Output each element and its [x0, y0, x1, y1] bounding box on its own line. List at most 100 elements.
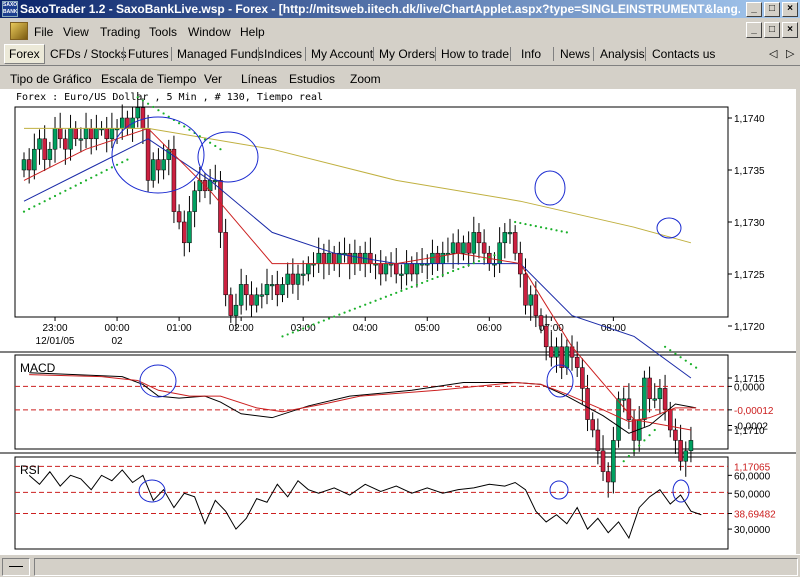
candle-body	[290, 273, 296, 285]
psar-dot	[410, 285, 413, 288]
psar-dot	[374, 299, 377, 302]
psar-dot	[338, 313, 341, 316]
chart-menu-lines[interactable]: Líneas	[241, 72, 278, 86]
candle-body	[533, 294, 539, 316]
tab-how-to-trade[interactable]: How to trade	[441, 47, 510, 61]
candle-body	[626, 398, 632, 420]
candle-body	[269, 284, 275, 287]
psar-dot	[286, 333, 289, 336]
tab-cfds-stocks[interactable]: CFDs / Stocks	[50, 47, 127, 61]
psar-dot	[524, 222, 527, 226]
tab-indices[interactable]: Indices	[264, 47, 303, 61]
chart-menu-zoom[interactable]: Zoom	[350, 72, 381, 86]
mdi-minimize-button[interactable]: _	[746, 22, 762, 38]
price-y-tick-label: 1,1735	[734, 166, 765, 177]
price-x-tick-label: 06:00	[477, 323, 502, 334]
mdi-close-button[interactable]: ×	[782, 22, 798, 38]
maximize-button[interactable]: □	[764, 2, 780, 17]
chart-menu-studies[interactable]: Estudios	[289, 72, 336, 86]
psar-dot	[400, 289, 403, 292]
tab-managed-funds[interactable]: Managed Funds	[177, 47, 264, 61]
chart-menu-type[interactable]: Tipo de Gráfico	[10, 72, 92, 86]
menu-window[interactable]: Window	[188, 25, 231, 39]
psar-dot	[545, 227, 548, 230]
psar-dot	[90, 176, 93, 179]
candle-body	[652, 398, 657, 401]
psar-dot	[679, 356, 682, 359]
candle-body	[352, 252, 358, 264]
menu-file[interactable]: File	[34, 25, 54, 39]
price-y-tick-label: 1,1725	[734, 270, 765, 281]
candle-body	[383, 263, 389, 275]
psar-dot	[529, 224, 532, 227]
tab-news[interactable]: News	[560, 47, 591, 61]
psar-dot	[555, 229, 558, 232]
candle-body	[688, 440, 694, 452]
candle-body	[42, 138, 47, 160]
psar-dot	[446, 271, 450, 275]
menu-help[interactable]: Help	[240, 25, 265, 39]
candle-body	[642, 377, 647, 420]
candle-body	[285, 273, 290, 285]
chart-menu-view[interactable]: Ver	[204, 72, 223, 86]
candle-body	[280, 284, 285, 296]
psar-dot	[477, 260, 481, 263]
tab-forex[interactable]: Forex	[4, 44, 45, 64]
candle-body	[254, 294, 259, 306]
menu-trading[interactable]: Trading	[100, 25, 141, 39]
annotation-circle	[111, 116, 205, 194]
candle-body	[466, 242, 471, 254]
annotation-circle	[534, 170, 566, 206]
mdi-restore-button[interactable]: □	[764, 22, 780, 38]
candle-body	[590, 419, 595, 431]
candle-body	[404, 263, 409, 275]
psar-dot	[353, 307, 356, 310]
tab-analysis[interactable]: Analysis	[600, 47, 645, 61]
menu-tools[interactable]: Tools	[149, 25, 178, 39]
candle-body	[223, 232, 228, 296]
candle-body	[47, 148, 53, 160]
app-menu-icon[interactable]	[10, 22, 28, 40]
psar-dot	[152, 105, 155, 109]
candle-body	[481, 242, 487, 254]
candle-body	[605, 471, 611, 483]
candle-body	[78, 138, 84, 141]
candle-body	[57, 128, 63, 140]
right-edge	[796, 89, 800, 554]
psar-dot	[126, 158, 129, 161]
psar-dot	[348, 309, 351, 312]
tab-my-account[interactable]: My Account	[311, 47, 374, 61]
candle-body	[264, 284, 270, 296]
tab-info[interactable]: Info	[521, 47, 542, 61]
psar-dot	[565, 231, 568, 234]
candle-body	[543, 325, 549, 348]
close-button[interactable]: ×	[782, 2, 798, 17]
psar-dot	[358, 305, 362, 308]
candle-body	[559, 346, 564, 368]
candle-body	[32, 148, 37, 171]
candle-body	[554, 346, 559, 358]
chart-menu-timescale[interactable]: Escala de Tiempo	[101, 72, 197, 86]
candle-body	[295, 273, 301, 285]
candle-body	[37, 138, 42, 150]
candle-body	[647, 377, 652, 400]
menu-view[interactable]: View	[63, 25, 89, 39]
macd-y-tick-label: 0,0000	[734, 382, 765, 393]
tab-scroll-right-icon[interactable]: ▷	[786, 48, 795, 60]
candle-body	[611, 440, 616, 483]
price-x-date-label: 02	[111, 336, 123, 347]
tab-my-orders[interactable]: My Orders	[379, 47, 436, 61]
moving-average-line	[23, 127, 692, 431]
candle-body	[528, 294, 533, 306]
psar-dot	[632, 449, 636, 452]
tab-contacts-us[interactable]: Contacts us	[652, 47, 716, 61]
candle-body	[564, 346, 570, 368]
psar-dot	[198, 135, 201, 138]
macd-y-tick-label: -0,00012	[734, 406, 774, 417]
candle-body	[145, 128, 151, 181]
psar-dot	[622, 460, 625, 463]
tab-futures[interactable]: Futures	[128, 47, 169, 61]
minimize-button[interactable]: _	[746, 2, 762, 17]
tab-scroll-left-icon[interactable]: ◁	[769, 48, 778, 60]
